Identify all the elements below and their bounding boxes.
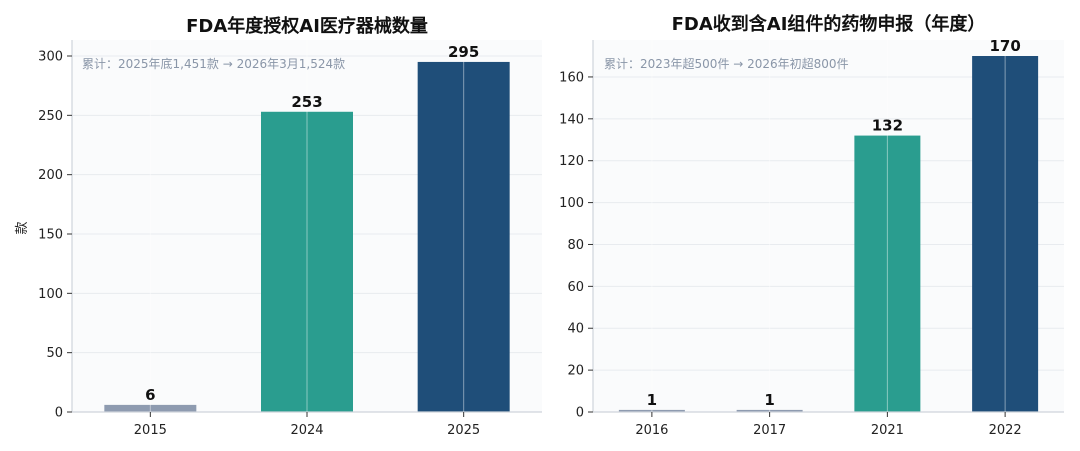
y-tick-label: 20 (567, 364, 584, 379)
y-tick-label: 80 (567, 238, 584, 253)
data-label: 295 (448, 43, 479, 61)
bar (736, 409, 803, 412)
data-labels: 1 1 132 170 (647, 37, 1021, 409)
y-tick-label: 250 (38, 109, 63, 124)
y-tick-label: 60 (567, 280, 584, 295)
vertical-gridlines (149, 40, 465, 412)
cumulative-note: 累计：2023年超500件 → 2026年初超800件 (604, 56, 849, 71)
chart-title: FDA年度授权AI医疗器械数量 (186, 15, 428, 37)
y-tick-label: 0 (576, 406, 584, 421)
data-labels: 6 253 295 (145, 43, 479, 404)
x-axis-ticks: 2015 2024 2025 (134, 412, 480, 438)
y-tick-label: 120 (559, 154, 584, 169)
y-tick-label: 100 (38, 287, 63, 302)
bar (972, 56, 1039, 412)
bar (618, 409, 685, 412)
y-tick-label: 200 (38, 168, 63, 183)
data-label: 132 (872, 117, 903, 135)
y-tick-label: 0 (55, 406, 63, 421)
x-axis-ticks: 2016 2017 2021 2022 (635, 412, 1022, 438)
x-tick-label: 2017 (753, 423, 786, 438)
bar (104, 404, 197, 412)
y-tick-label: 100 (559, 196, 584, 211)
drug-submissions-chart: 0 20 40 60 80 100 120 140 160 2016 2017 2021 2022 1… (559, 13, 1064, 438)
data-label: 170 (989, 37, 1020, 55)
data-label: 253 (291, 93, 322, 111)
x-tick-label: 2021 (871, 423, 904, 438)
y-tick-label: 150 (38, 228, 63, 243)
axes (592, 40, 1064, 413)
x-tick-label: 2025 (447, 423, 480, 438)
y-tick-label: 40 (567, 322, 584, 337)
y-axis-ticks: 0 50 100 150 200 250 300 (38, 50, 72, 421)
data-label: 1 (764, 391, 774, 409)
y-tick-label: 160 (559, 70, 584, 85)
y-tick-label: 140 (559, 112, 584, 127)
bar-series (618, 56, 1039, 412)
x-tick-label: 2022 (989, 423, 1022, 438)
y-axis-ticks: 0 20 40 60 80 100 120 140 160 (559, 70, 593, 421)
bar (261, 111, 353, 413)
data-label: 1 (647, 391, 657, 409)
x-tick-label: 2015 (134, 423, 167, 438)
chart-title: FDA收到含AI组件的药物申报（年度） (672, 13, 986, 35)
y-tick-label: 300 (38, 50, 63, 65)
x-tick-label: 2024 (290, 423, 323, 438)
y-tick-label: 50 (46, 346, 63, 361)
x-tick-label: 2016 (635, 423, 668, 438)
y-axis-label: 款 (15, 221, 30, 234)
data-label: 6 (145, 386, 155, 404)
bar (854, 135, 921, 412)
vertical-gridlines (651, 40, 1006, 412)
cumulative-note: 累计：2025年底1,451款 → 2026年3月1,524款 (82, 56, 345, 71)
bar-series (104, 61, 510, 413)
bar (417, 61, 510, 412)
